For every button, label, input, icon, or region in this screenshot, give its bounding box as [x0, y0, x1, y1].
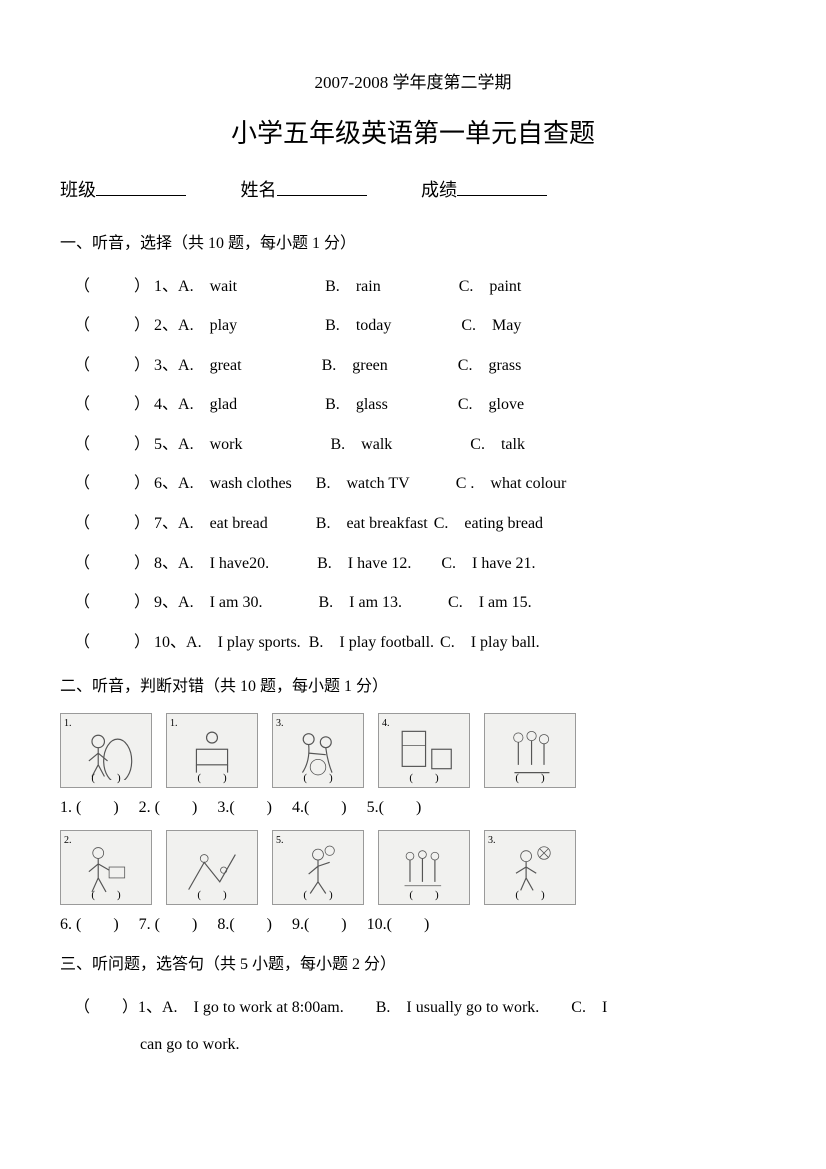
section1-q4: （ ）4、A. gladB. glassC. glove: [74, 388, 766, 422]
image-paren: ( ): [91, 770, 120, 787]
section1-q1: （ ）1、A. waitB. rainC. paint: [74, 270, 766, 304]
opt-a: work: [210, 436, 243, 453]
opt-a: I play sports.: [218, 634, 301, 651]
question-image: ( ): [378, 830, 470, 905]
score-blank[interactable]: [457, 178, 547, 196]
image-paren: ( ): [409, 770, 438, 787]
image-num: 3.: [488, 833, 496, 848]
section1-q8: （ ）8、A. I have20.B. I have 12.C. I have …: [74, 547, 766, 581]
question-image: 1. ( ): [166, 713, 258, 788]
answer-paren[interactable]: （ ）: [74, 278, 154, 295]
question-image: 4. ( ): [378, 713, 470, 788]
score-label: 成绩: [421, 180, 457, 200]
opt-c: I am 15.: [479, 594, 532, 611]
question-image: 3. ( ): [272, 713, 364, 788]
opt-c: I play ball.: [471, 634, 540, 651]
question-image: 1. ( ): [60, 713, 152, 788]
opt-c: paint: [489, 278, 521, 295]
section1-title: 一、听音，选择（共 10 题，每小题 1 分）: [60, 232, 766, 256]
image-paren: ( ): [197, 887, 226, 904]
answer-paren[interactable]: （ ）: [74, 555, 154, 572]
opt-a: wait: [210, 278, 238, 295]
image-answers-2: 6. ( ) 7. ( ) 8.( ) 9.( ) 10.( ): [60, 913, 766, 937]
opt-b: I am 13.: [349, 594, 402, 611]
name-blank[interactable]: [277, 178, 367, 196]
image-num: 2.: [64, 833, 72, 848]
opt-c: talk: [501, 436, 525, 453]
answer-paren[interactable]: （ ）: [74, 594, 154, 611]
opt-b: glass: [356, 396, 388, 413]
opt-b: walk: [361, 436, 392, 453]
opt-a: wash clothes: [210, 475, 292, 492]
question-image: 2. ( ): [60, 830, 152, 905]
section1-q3: （ ）3、A. greatB. greenC. grass: [74, 349, 766, 383]
image-num: 4.: [382, 716, 390, 731]
section1-q7: （ ）7、A. eat breadB. eat breakfastC. eati…: [74, 507, 766, 541]
image-row-1: 1. ( ) 1. ( ) 3. ( ) 4. ( ) ( ): [60, 713, 766, 788]
answer-paren[interactable]: （ ）: [74, 396, 154, 413]
section1-q10: （ ）10、A. I play sports.B. I play footbal…: [74, 626, 766, 660]
opt-b: green: [352, 357, 388, 374]
opt-a: eat bread: [210, 515, 268, 532]
opt-a: play: [210, 317, 238, 334]
image-paren: ( ): [91, 887, 120, 904]
question-image: 3. ( ): [484, 830, 576, 905]
class-blank[interactable]: [96, 178, 186, 196]
opt-c: grass: [488, 357, 521, 374]
section1-questions: （ ）1、A. waitB. rainC. paint （ ）2、A. playB…: [60, 270, 766, 660]
class-label: 班级: [60, 180, 96, 200]
opt-b: watch TV: [346, 475, 409, 492]
opt-b: I play football.: [339, 634, 434, 651]
opt-c: I have 21.: [472, 555, 536, 572]
name-label: 姓名: [241, 180, 277, 200]
answer-paren[interactable]: （ ）: [74, 634, 154, 651]
answer-paren[interactable]: （ ）: [74, 357, 154, 374]
opt-b: today: [356, 317, 392, 334]
opt-a: I am 30.: [210, 594, 263, 611]
answer-paren[interactable]: （ ）: [74, 475, 154, 492]
image-num: 1.: [64, 716, 72, 731]
image-num: 3.: [276, 716, 284, 731]
image-row-2: 2. ( ) ( ) 5. ( ) ( ) 3. ( ): [60, 830, 766, 905]
section3-title: 三、听问题，选答句（共 5 小题，每小题 2 分）: [60, 953, 766, 977]
image-num: 1.: [170, 716, 178, 731]
image-paren: ( ): [515, 887, 544, 904]
section2-title: 二、听音，判断对错（共 10 题，每小题 1 分）: [60, 675, 766, 699]
section3-q1-line2: can go to work.: [140, 1033, 766, 1057]
opt-c: glove: [489, 396, 525, 413]
opt-c: May: [492, 317, 521, 334]
section1-q9: （ ）9、A. I am 30.B. I am 13.C. I am 15.: [74, 586, 766, 620]
opt-b: I have 12.: [348, 555, 412, 572]
image-num: 5.: [276, 833, 284, 848]
opt-a: I have20.: [210, 555, 270, 572]
image-paren: ( ): [409, 887, 438, 904]
question-image: 5. ( ): [272, 830, 364, 905]
header-subtitle: 2007-2008 学年度第二学期: [60, 70, 766, 96]
image-paren: ( ): [303, 887, 332, 904]
image-answers-1: 1. ( ) 2. ( ) 3.( ) 4.( ) 5.( ): [60, 796, 766, 820]
opt-c: what colour: [490, 475, 566, 492]
answer-paren[interactable]: （ ）: [74, 515, 154, 532]
image-paren: ( ): [303, 770, 332, 787]
student-info-row: 班级 姓名 成绩: [60, 177, 766, 204]
opt-c: eating bread: [464, 515, 543, 532]
header-title: 小学五年级英语第一单元自查题: [60, 114, 766, 153]
section3-q1-line1: （ ）1、A. I go to work at 8:00am. B. I usu…: [74, 991, 766, 1025]
opt-b: eat breakfast: [346, 515, 427, 532]
section1-q5: （ ）5、A. workB. walkC. talk: [74, 428, 766, 462]
opt-b: rain: [356, 278, 381, 295]
section1-q2: （ ）2、A. playB. todayC. May: [74, 309, 766, 343]
opt-a: glad: [210, 396, 238, 413]
section1-q6: （ ）6、A. wash clothesB. watch TVC . what …: [74, 467, 766, 501]
question-image: ( ): [166, 830, 258, 905]
image-paren: ( ): [515, 770, 544, 787]
image-paren: ( ): [197, 770, 226, 787]
answer-paren[interactable]: （ ）: [74, 436, 154, 453]
opt-a: great: [210, 357, 242, 374]
question-image: ( ): [484, 713, 576, 788]
answer-paren[interactable]: （ ）: [74, 317, 154, 334]
